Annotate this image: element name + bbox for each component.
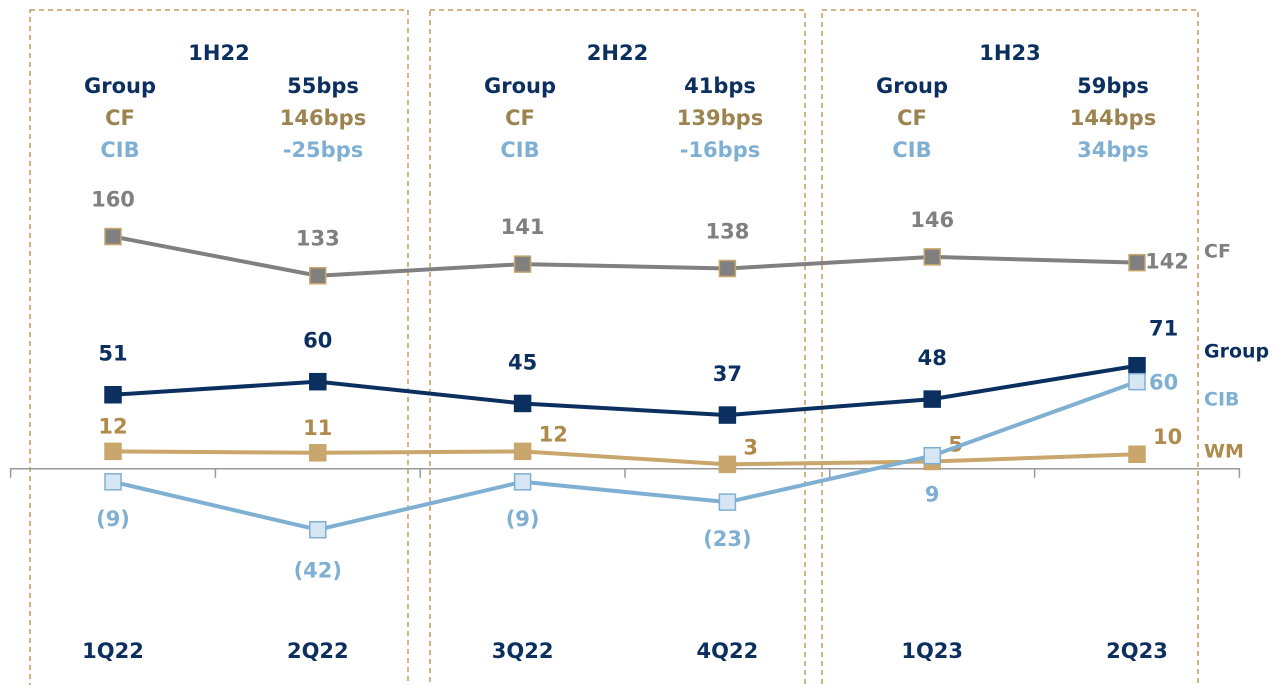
data-label: 60 (303, 329, 332, 353)
period-row-value: -16bps (680, 138, 761, 162)
period-row-name: Group (876, 74, 948, 98)
data-label: 12 (539, 422, 568, 446)
data-label: 141 (501, 215, 545, 239)
period-row-name: CIB (892, 138, 931, 162)
legend-label: Group (1204, 341, 1269, 363)
x-tick-label: 3Q22 (492, 639, 554, 663)
period-label: 2H22 (587, 41, 648, 65)
period-box (821, 9, 1199, 685)
period-row-value: 34bps (1077, 138, 1149, 162)
point-marker (923, 248, 941, 266)
data-label: 71 (1149, 317, 1178, 341)
data-label: 51 (98, 342, 127, 366)
period-label: 1H23 (979, 41, 1040, 65)
data-label: 10 (1153, 425, 1182, 449)
data-label: 3 (743, 435, 758, 459)
period-row-name: CF (505, 106, 535, 130)
period-row-name: CF (105, 106, 135, 130)
data-label: 138 (705, 219, 749, 243)
data-label: 48 (918, 346, 947, 370)
data-label: 12 (98, 414, 127, 438)
x-tick-label: 2Q23 (1106, 639, 1168, 663)
point-marker (309, 444, 327, 462)
point-marker (309, 520, 327, 539)
period-box (429, 9, 806, 685)
period-row-name: CF (897, 106, 927, 130)
data-label: 60 (1149, 371, 1178, 395)
point-marker (718, 455, 737, 474)
period-label: 1H22 (188, 41, 249, 65)
data-label: 146 (910, 208, 954, 232)
point-marker (104, 227, 122, 246)
period-box (29, 9, 409, 685)
point-marker (1128, 253, 1146, 272)
point-marker (104, 385, 122, 404)
series-line (112, 449, 1138, 467)
data-label: 45 (508, 350, 537, 374)
point-marker (923, 446, 941, 465)
point-marker (104, 442, 122, 461)
legend-label: CIB (1204, 389, 1240, 411)
legend-label: WM (1204, 441, 1244, 463)
data-label: 142 (1145, 250, 1189, 274)
period-row-name: Group (484, 74, 556, 98)
period-row-value: -25bps (283, 138, 364, 162)
period-row-value: 146bps (280, 106, 366, 130)
series-line (112, 379, 1138, 532)
point-marker (309, 372, 327, 391)
data-label: 9 (925, 483, 940, 507)
data-label: 160 (91, 188, 135, 212)
period-row-value: 41bps (684, 74, 756, 98)
point-marker (718, 493, 737, 511)
data-label: (23) (703, 527, 751, 551)
point-marker (923, 390, 941, 408)
series-line (112, 234, 1138, 278)
point-marker (104, 473, 122, 491)
point-marker (718, 259, 737, 278)
period-row-value: 55bps (287, 74, 359, 98)
data-label: (9) (96, 507, 130, 531)
x-tick-label: 4Q22 (697, 639, 759, 663)
period-row-value: 139bps (677, 106, 763, 130)
point-marker (1128, 372, 1146, 391)
point-marker (513, 255, 532, 273)
point-marker (1128, 445, 1146, 463)
point-marker (513, 442, 532, 461)
point-marker (718, 406, 737, 424)
x-tick-label: 1Q22 (82, 639, 144, 663)
data-label: (42) (294, 559, 342, 583)
data-label: 37 (713, 362, 742, 386)
point-marker (513, 473, 532, 491)
point-marker (513, 394, 532, 413)
series-line (112, 363, 1138, 418)
period-row-name: Group (84, 74, 156, 98)
legend-label: CF (1204, 241, 1231, 263)
point-marker (1128, 356, 1146, 375)
period-row-value: 144bps (1070, 106, 1156, 130)
x-tick-label: 2Q22 (287, 639, 349, 663)
data-label: 133 (296, 227, 340, 251)
x-tick-label: 1Q23 (901, 639, 963, 663)
period-row-value: 59bps (1077, 74, 1149, 98)
data-label: (9) (506, 507, 540, 531)
point-marker (309, 266, 327, 285)
period-row-name: CIB (500, 138, 539, 162)
period-row-name: CIB (100, 138, 139, 162)
data-label: 11 (303, 416, 332, 440)
